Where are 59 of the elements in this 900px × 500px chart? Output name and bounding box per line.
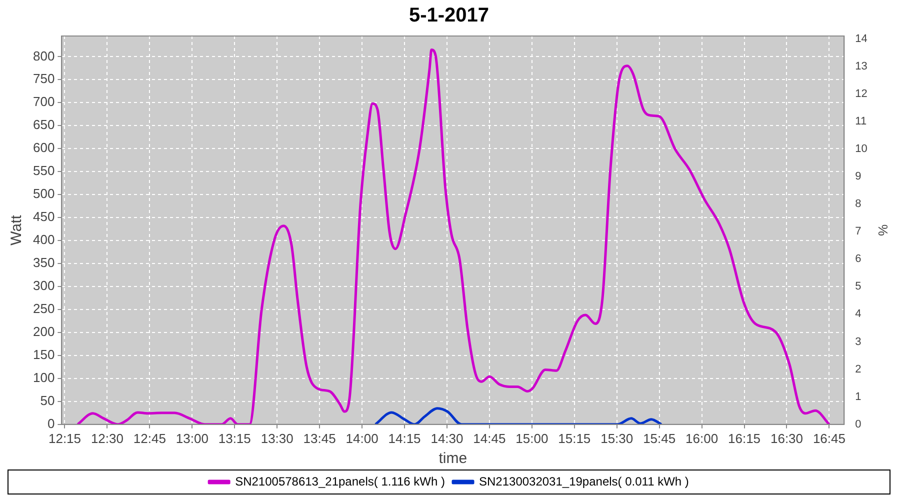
x-tick-label: 16:30: [770, 430, 804, 446]
x-tick-label: 12:15: [48, 430, 82, 446]
y-axis-title: Watt: [8, 214, 26, 246]
x-tick-label: 12:30: [90, 430, 124, 446]
legend-label: SN2130032031_19panels( 0.011 kWh ): [479, 474, 689, 488]
y-tick-label: 350: [32, 255, 55, 270]
x-tick-label: 13:15: [218, 430, 251, 446]
y-tick-label: 50: [40, 392, 55, 408]
y2-tick-label: 11: [855, 115, 867, 128]
x-tick-label: 15:00: [516, 430, 548, 446]
x-tick-label: 15:15: [558, 430, 591, 446]
x-tick-label: 14:00: [346, 430, 378, 446]
y2-tick-label: 0: [855, 418, 862, 430]
y-tick-label: 200: [32, 324, 55, 340]
y-tick-label: 400: [32, 232, 55, 248]
x-axis-title: time: [438, 450, 468, 468]
x-tick-label: 13:30: [260, 430, 294, 446]
y-tick-label: 150: [32, 347, 55, 362]
y-tick-label: 450: [32, 209, 55, 224]
y2-tick-label: 13: [855, 60, 868, 72]
y-tick-label: 100: [32, 370, 55, 386]
y2-tick-label: 7: [855, 226, 862, 238]
y2-tick-label: 8: [855, 198, 862, 210]
x-tick-label: 14:30: [430, 430, 464, 446]
y-tick-label: 250: [32, 301, 55, 316]
legend-label: SN2100578613_21panels( 1.116 kWh ): [235, 474, 446, 488]
y-tick-label: 700: [32, 94, 55, 110]
y2-tick-label: 12: [855, 88, 868, 100]
x-tick-label: 14:45: [473, 430, 506, 446]
y-tick-label: 600: [32, 140, 55, 156]
y-tick-label: 500: [32, 186, 55, 202]
x-tick-label: 16:00: [686, 430, 718, 446]
x-tick-label: 12:45: [133, 430, 166, 446]
y-tick-label: 550: [32, 163, 55, 178]
chart-title: 5-1-2017: [408, 4, 490, 27]
y-tick-label: 750: [32, 71, 55, 86]
y2-axis-title: %: [876, 224, 891, 236]
x-tick-label: 15:45: [643, 430, 676, 446]
y2-tick-label: 2: [855, 363, 862, 376]
y2-tick-label: 4: [855, 308, 862, 320]
x-tick-label: 16:15: [728, 430, 761, 446]
y-tick-label: 300: [32, 278, 55, 294]
y-tick-label: 650: [32, 117, 55, 132]
line-series: [374, 407, 663, 424]
x-tick-label: 15:30: [600, 430, 634, 446]
y2-tick-label: 1: [855, 390, 862, 403]
x-tick-label: 13:00: [176, 430, 208, 446]
y2-tick-label: 14: [855, 32, 868, 45]
line-series: [76, 48, 830, 424]
y2-tick-label: 9: [855, 170, 862, 183]
y2-tick-label: 5: [855, 280, 862, 293]
y2-tick-label: 3: [855, 336, 862, 348]
y2-tick-label: 10: [855, 142, 868, 155]
x-tick-label: 14:15: [388, 430, 421, 446]
x-tick-label: 13:45: [303, 430, 336, 446]
y-tick-label: 800: [32, 48, 55, 64]
x-tick-label: 16:45: [812, 430, 846, 446]
y-tick-label: 0: [47, 416, 55, 431]
y2-tick-label: 6: [855, 253, 862, 266]
